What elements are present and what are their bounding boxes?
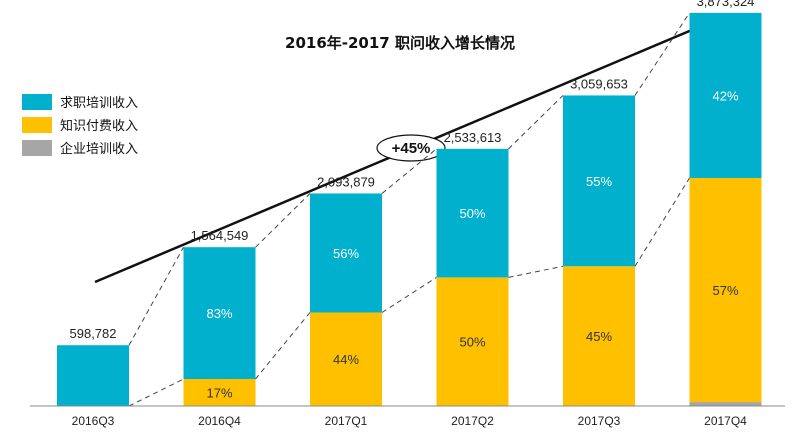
- connector-mid-4: [634, 177, 690, 267]
- total-label-2016Q4: 1,564,549: [191, 228, 249, 243]
- connector-top-0: [128, 246, 184, 346]
- pct-label-2017Q3-series-0: 55%: [586, 174, 612, 189]
- legend-swatch-2: [22, 140, 52, 156]
- total-label-2017Q2: 2,533,613: [444, 130, 502, 145]
- legend-label-1: 知识付费收入: [60, 118, 138, 134]
- pct-label-2016Q4-series-1: 17%: [206, 386, 232, 401]
- bar-2017Q2-series-0: [436, 148, 509, 278]
- connector-mid-1: [255, 312, 311, 380]
- x-tick-2017Q4: 2017Q4: [704, 414, 747, 428]
- legend-item-0: 求职培训收入: [22, 94, 138, 111]
- pct-label-2017Q2-series-0: 50%: [459, 206, 485, 221]
- total-label-2017Q1: 2,093,879: [317, 174, 375, 189]
- bar-2017Q3-series-0: [563, 95, 635, 267]
- connector-top-1: [255, 193, 311, 248]
- x-tick-2016Q3: 2016Q3: [72, 414, 115, 428]
- bar-labels: 598,782 83% 17% 1,564,549 56% 44% 2,093,879 50%…: [70, 0, 755, 401]
- pct-label-2017Q1-series-1: 44%: [333, 352, 359, 367]
- legend-item-2: 企业培训收入: [22, 140, 138, 157]
- total-label-2017Q4: 3,873,324: [697, 0, 755, 9]
- pct-label-2017Q2-series-1: 50%: [459, 335, 485, 350]
- bar-2017Q4-series-2: [689, 402, 762, 406]
- legend-label-2: 企业培训收入: [60, 141, 138, 157]
- bar-2016Q4-series-1: [183, 379, 256, 406]
- connector-top-2: [381, 148, 437, 194]
- legend-label-0: 求职培训收入: [60, 95, 138, 111]
- pct-label-2017Q3-series-1: 45%: [586, 329, 612, 344]
- growth-ellipse: [376, 134, 446, 162]
- connector-mid-0: [128, 378, 184, 407]
- bar-2017Q3-series-1: [563, 266, 635, 406]
- growth-annotation: +45%: [376, 134, 446, 162]
- pct-label-2017Q1-series-0: 56%: [333, 246, 359, 261]
- x-tick-2017Q1: 2017Q1: [325, 414, 368, 428]
- legend-swatch-0: [22, 94, 52, 110]
- x-tick-2017Q2: 2017Q2: [451, 414, 494, 428]
- x-tick-2017Q3: 2017Q3: [578, 414, 621, 428]
- bar-2016Q4-series-0: [183, 247, 256, 380]
- pct-label-2017Q4-series-1: 57%: [712, 283, 738, 298]
- growth-label: +45%: [392, 140, 431, 157]
- connector-mid-2: [381, 276, 437, 313]
- total-label-2017Q3: 3,059,653: [570, 76, 628, 91]
- pct-label-2016Q4-series-0: 83%: [206, 306, 232, 321]
- legend-swatch-1: [22, 117, 52, 133]
- connector-mid-3: [508, 265, 564, 278]
- x-axis-ticks: 2016Q3 2016Q4 2017Q1 2017Q2 2017Q3 2017Q4: [72, 414, 748, 428]
- x-tick-2016Q4: 2016Q4: [198, 414, 241, 428]
- bar-2017Q4-series-1: [689, 177, 762, 403]
- bar-2017Q4-series-0: [689, 12, 762, 178]
- connector-top-4: [634, 12, 690, 96]
- bars: [57, 12, 762, 406]
- total-label-2016Q3: 598,782: [70, 326, 117, 341]
- chart-title: 2016年-2017 职问收入增长情况: [285, 34, 515, 52]
- bar-2017Q2-series-1: [436, 277, 509, 406]
- connector-top-3: [508, 95, 564, 150]
- connector-lines: [128, 12, 690, 407]
- legend: 求职培训收入 知识付费收入 企业培训收入: [22, 94, 138, 157]
- bar-2017Q1-series-0: [310, 193, 382, 313]
- pct-label-2017Q4-series-0: 42%: [712, 88, 738, 103]
- bar-2017Q1-series-1: [310, 312, 382, 406]
- bar-2016Q3-series-0: [57, 345, 129, 406]
- legend-item-1: 知识付费收入: [22, 117, 138, 134]
